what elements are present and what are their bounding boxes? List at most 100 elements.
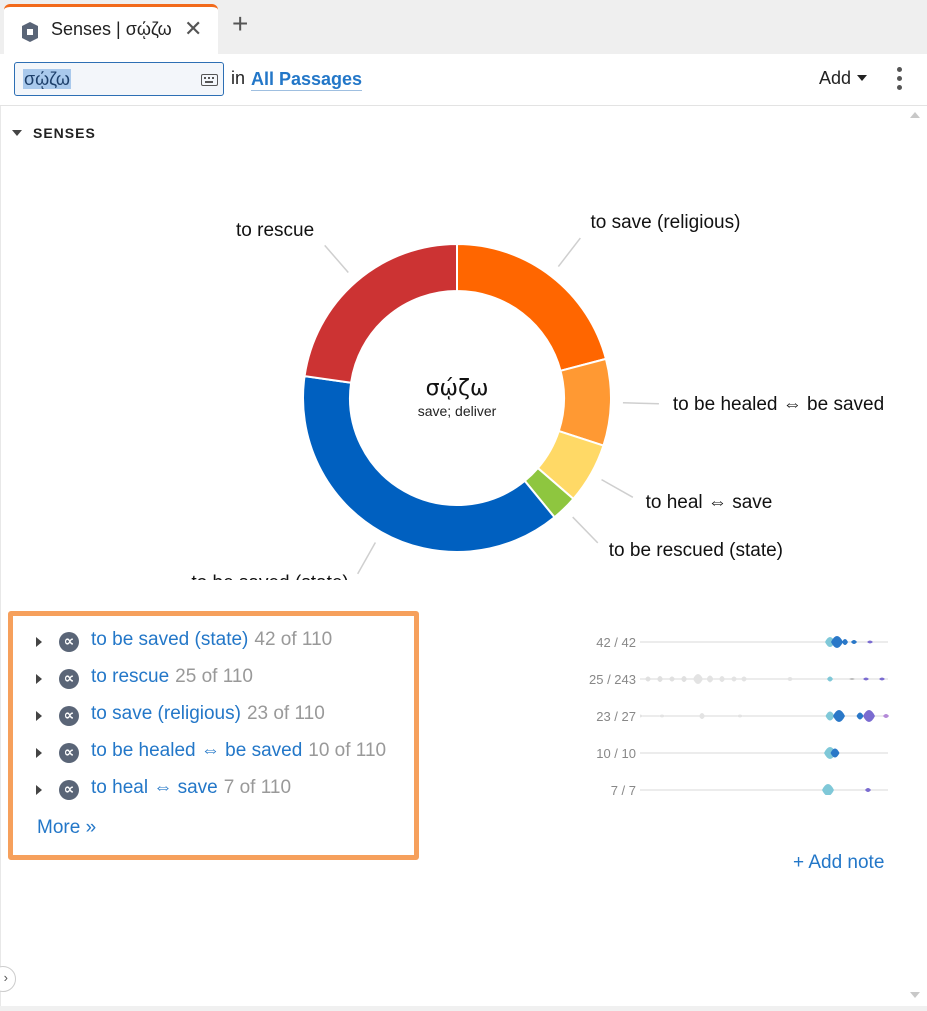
search-value: σῴζω: [23, 69, 71, 89]
caret-down-icon: [12, 130, 22, 136]
sparkline-mark: [706, 675, 714, 683]
keyboard-icon[interactable]: [201, 74, 218, 86]
caret-down-icon: [857, 75, 868, 81]
donut-leader-line: [557, 237, 581, 268]
panel-bottom-border: [0, 1006, 927, 1011]
sparkline-mark: [645, 676, 651, 682]
sparkline-mark: [659, 714, 665, 718]
donut-center-word: σῴζω: [426, 376, 489, 401]
caret-right-icon[interactable]: [36, 637, 42, 647]
toolbar: σῴζω in All Passages Add: [0, 54, 927, 106]
donut-slice-label: to be healed ⇔ be saved: [673, 394, 884, 415]
caret-right-icon[interactable]: [36, 711, 42, 721]
sense-link[interactable]: to save (religious) 23 of 110: [91, 703, 325, 725]
sparkline-mark: [825, 711, 835, 721]
sparkline-mark: [863, 710, 875, 722]
add-button-label: Add: [819, 68, 852, 88]
donut-slice[interactable]: [302, 374, 556, 553]
donut-leader-line: [601, 478, 634, 498]
sparkline-mark: [856, 712, 864, 720]
expand-panel-icon[interactable]: ›: [0, 966, 16, 992]
in-label: in: [231, 68, 246, 88]
sense-icon: ∝: [59, 669, 79, 689]
sense-link[interactable]: to heal ⇔ save 7 of 110: [91, 777, 291, 799]
add-tab-icon[interactable]: +: [232, 8, 249, 39]
sense-icon: ∝: [59, 706, 79, 726]
sparkline-mark: [737, 714, 743, 718]
sparkline-mark: [787, 677, 793, 681]
sparkline-mark: [719, 676, 725, 682]
donut-slice-label: to be rescued (state): [609, 540, 783, 561]
more-options-icon[interactable]: [894, 67, 904, 93]
sense-count: 10 of 110: [308, 740, 387, 761]
sense-icon: ∝: [59, 632, 79, 652]
sense-count: 23 of 110: [246, 703, 325, 724]
sparkline-mark: [833, 710, 845, 722]
sparkline-mark: [863, 677, 869, 681]
senses-donut-chart: to save (religious) to be healed ⇔ be sav…: [191, 212, 884, 580]
sparkline-mark: [640, 714, 643, 718]
sense-icon: ∝: [59, 780, 79, 800]
section-header-senses[interactable]: SENSES: [12, 125, 96, 141]
sparkline-mark: [867, 640, 873, 644]
sense-label: to be healed ⇔ be saved: [91, 740, 303, 761]
caret-right-icon[interactable]: [36, 748, 42, 758]
donut-slice-label: to rescue: [236, 220, 314, 241]
sense-ratio: 10 / 10: [596, 746, 636, 761]
caret-right-icon[interactable]: [36, 785, 42, 795]
tab-strip: Senses | σῴζω ✕ +: [0, 0, 927, 54]
sense-distribution-sparklines: [640, 636, 889, 795]
scroll-up-arrow-icon[interactable]: [910, 112, 920, 118]
sparkline-mark: [657, 676, 663, 682]
sense-ratio: 7 / 7: [610, 783, 636, 798]
scope-link[interactable]: All Passages: [251, 69, 363, 91]
donut-leader-line: [572, 516, 599, 544]
sparkline-mark: [851, 640, 857, 644]
tab-senses[interactable]: Senses | σῴζω ✕: [4, 4, 218, 54]
caret-right-icon[interactable]: [36, 674, 42, 684]
add-button[interactable]: Add: [819, 68, 868, 89]
sparkline-mark: [879, 677, 885, 681]
sparkline-mark: [849, 678, 855, 680]
donut-leader-line: [357, 542, 377, 575]
sparkline-mark: [827, 676, 833, 682]
tab-title: Senses | σῴζω: [51, 19, 172, 39]
add-note-link[interactable]: + Add note: [793, 852, 885, 873]
sparkline-mark: [865, 788, 871, 792]
sense-ratio: 23 / 27: [596, 709, 636, 724]
donut-leader-line: [324, 244, 349, 274]
sense-label: to rescue: [91, 666, 170, 687]
scroll-down-arrow-icon[interactable]: [910, 992, 920, 998]
sparkline-mark: [822, 784, 834, 795]
donut-slice[interactable]: [303, 242, 458, 384]
sparkline-mark: [669, 676, 675, 682]
sparkline-mark: [731, 676, 737, 682]
sense-count: 7 of 110: [223, 777, 292, 798]
sense-count: 25 of 110: [175, 666, 253, 687]
donut-slice[interactable]: [456, 242, 608, 373]
sense-list-highlight: [8, 611, 419, 860]
sense-link[interactable]: to be healed ⇔ be saved 10 of 110: [91, 740, 386, 762]
sense-label: to heal ⇔ save: [91, 777, 218, 798]
donut-slice-label: to heal ⇔ save: [646, 492, 773, 513]
search-input[interactable]: σῴζω: [14, 62, 224, 96]
sense-count: 42 of 110: [254, 629, 333, 650]
more-senses-link[interactable]: More »: [37, 817, 97, 838]
close-icon[interactable]: ✕: [184, 16, 203, 41]
sparkline-mark: [699, 713, 705, 719]
section-title: SENSES: [33, 125, 96, 141]
sense-label: to be saved (state): [91, 629, 249, 650]
sense-ratio: 25 / 243: [589, 672, 636, 687]
donut-slice-label: to save (religious): [590, 212, 740, 233]
sparkline-mark: [681, 676, 687, 682]
sparkline-mark: [830, 748, 840, 758]
sense-link[interactable]: to be saved (state) 42 of 110: [91, 629, 332, 651]
sense-link[interactable]: to rescue 25 of 110: [91, 666, 253, 688]
sparkline-mark: [693, 674, 703, 684]
donut-center-gloss: save; deliver: [418, 403, 497, 419]
sense-label: to save (religious): [91, 703, 241, 724]
guide-icon: [22, 22, 38, 42]
sparkline-mark: [883, 714, 889, 718]
donut-slice-label: to be saved (state): [191, 573, 348, 580]
panel-border: [0, 106, 1, 1006]
